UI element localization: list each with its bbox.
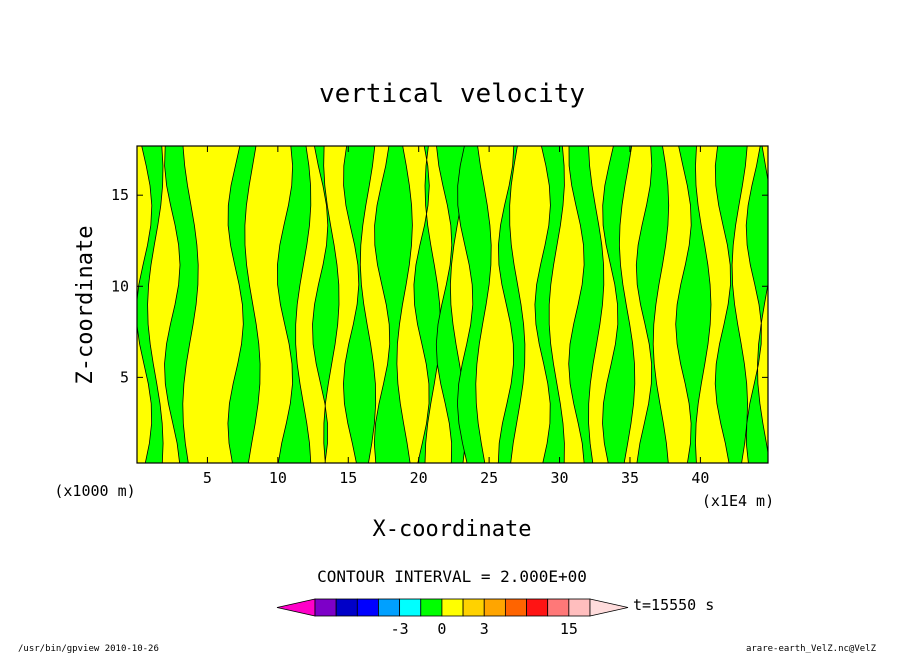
- colorbar-cell: [399, 598, 422, 617]
- colorbar-cell: [547, 598, 570, 617]
- colorbar-cell: [356, 598, 379, 617]
- colorbar-label: 0: [437, 620, 446, 638]
- colorbar-cell: [420, 598, 443, 617]
- colorbar-min-arrow: [276, 598, 316, 617]
- colorbar-cell: [378, 598, 401, 617]
- y-axis-ticks: 5 10 15: [111, 186, 768, 386]
- y-tick-label: 5: [120, 368, 129, 386]
- y-tick-label: 15: [111, 186, 129, 204]
- colorbar-cell: [314, 598, 337, 617]
- contour-fills: [137, 146, 768, 463]
- y-axis-label: Z-coordinate: [73, 226, 98, 385]
- contour-region: [342, 146, 377, 463]
- colorbar-cell: [335, 598, 358, 617]
- x-unit-label: (x1E4 m): [702, 492, 774, 510]
- colorbar-cell: [441, 598, 464, 617]
- y-tick-label: 10: [111, 277, 129, 295]
- x-tick-label: 10: [269, 469, 287, 487]
- colorbar-label: 3: [480, 620, 489, 638]
- contour-region: [413, 146, 441, 463]
- colorbar-labels: -3 0 3 15: [391, 620, 578, 638]
- x-tick-label: 40: [691, 469, 709, 487]
- x-axis-label: X-coordinate: [373, 517, 532, 542]
- colorbar-cell: [526, 598, 549, 617]
- colorbar-max-arrow: [589, 598, 629, 617]
- contour-region: [137, 146, 164, 463]
- contour-region: [312, 146, 340, 463]
- contour-interval-text: CONTOUR INTERVAL = 2.000E+00: [317, 567, 587, 586]
- contour-region: [373, 146, 413, 463]
- colorbar-label: 15: [560, 620, 578, 638]
- contour-region: [534, 146, 565, 463]
- x-tick-label: 20: [410, 469, 428, 487]
- contour-region: [456, 146, 492, 463]
- plot-area: [137, 146, 768, 463]
- contour-region: [635, 146, 670, 463]
- contour-region: [714, 146, 749, 463]
- y-unit-label: (x1000 m): [54, 482, 135, 500]
- contour-region: [164, 146, 199, 463]
- x-tick-label: 15: [339, 469, 357, 487]
- colorbar-cell: [568, 598, 591, 617]
- contour-region: [568, 146, 605, 463]
- x-tick-label: 25: [480, 469, 498, 487]
- colorbar-cell: [483, 598, 506, 617]
- x-tick-label: 5: [203, 469, 212, 487]
- contour-region: [602, 146, 636, 463]
- footer-left-text: /usr/bin/gpview 2010-10-26: [18, 644, 159, 654]
- colorbar-label: -3: [391, 620, 409, 638]
- chart-title: vertical velocity: [319, 79, 585, 109]
- contour-region: [745, 146, 768, 463]
- footer-right-text: arare-earth_VelZ.nc@VelZ: [746, 644, 877, 654]
- x-axis-ticks: 5 10 15 20 25 30 35 40: [203, 146, 709, 487]
- plot-frame: [136, 145, 769, 464]
- colorbar-cell: [462, 598, 485, 617]
- contour-region: [227, 146, 261, 463]
- x-tick-label: 30: [551, 469, 569, 487]
- time-label: t=15550 s: [633, 596, 714, 614]
- colorbar-cell: [504, 598, 527, 617]
- contour-region: [675, 146, 712, 463]
- contour-region: [497, 146, 526, 463]
- colorbar: [276, 598, 629, 617]
- contour-region: [276, 146, 312, 463]
- x-tick-label: 35: [621, 469, 639, 487]
